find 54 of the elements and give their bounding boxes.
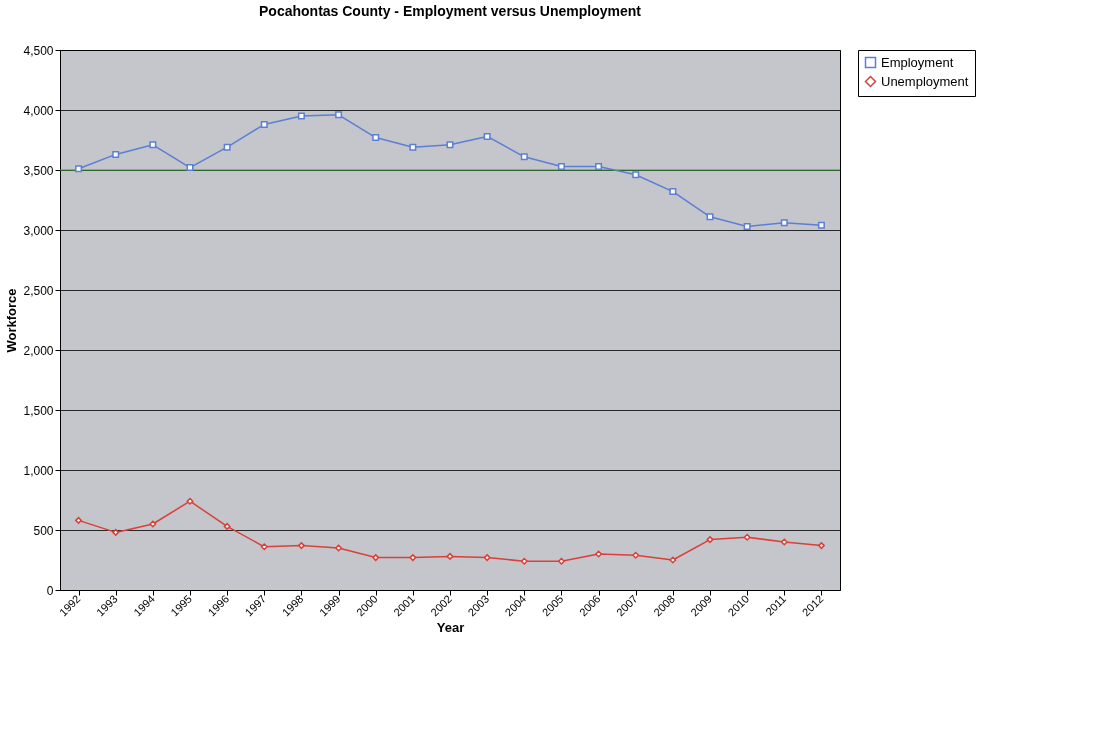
point — [632, 551, 640, 559]
point — [446, 141, 454, 149]
y-tick-label: 0 — [46, 583, 54, 598]
y-tick-label: 4,000 — [23, 103, 54, 118]
legend-label: Employment — [881, 54, 954, 70]
point — [372, 554, 380, 562]
point — [743, 533, 751, 541]
point — [557, 557, 565, 565]
point — [223, 143, 231, 151]
point — [520, 557, 528, 565]
point — [186, 164, 194, 172]
point — [297, 542, 305, 550]
x-axis-title: Year — [436, 620, 465, 636]
point — [706, 213, 714, 221]
point — [260, 120, 268, 128]
point — [743, 222, 751, 230]
point — [335, 544, 343, 552]
y-tick-label: 2,500 — [23, 283, 54, 298]
y-tick-label: 500 — [33, 523, 54, 538]
point — [483, 132, 491, 140]
point — [335, 111, 343, 119]
point — [112, 528, 120, 536]
point — [483, 554, 491, 562]
point — [780, 538, 788, 546]
point — [669, 188, 677, 196]
point — [372, 134, 380, 142]
point — [223, 522, 231, 530]
point — [409, 554, 417, 562]
point — [632, 171, 640, 179]
point — [446, 552, 454, 560]
chart-title: Pocahontas County - Employment versus Unemployment — [259, 3, 642, 19]
y-tick-label: 3,500 — [23, 163, 54, 178]
point — [149, 141, 157, 149]
y-tick-label: 2,000 — [23, 343, 54, 358]
point — [112, 150, 120, 158]
point — [557, 162, 565, 170]
y-axis-title: Workforce — [4, 288, 20, 353]
y-tick-label: 1,000 — [23, 463, 54, 478]
y-tick-label: 3,000 — [23, 223, 54, 238]
y-tick-label: 1,500 — [23, 403, 54, 418]
point — [780, 219, 788, 227]
point — [75, 516, 83, 524]
point — [595, 162, 603, 170]
point — [409, 143, 417, 151]
point — [75, 165, 83, 173]
point — [260, 543, 268, 551]
legend-label: Unemployment — [881, 73, 969, 89]
y-tick-label: 4,500 — [23, 43, 54, 58]
point — [706, 536, 714, 544]
point — [595, 550, 603, 558]
point — [520, 153, 528, 161]
point — [297, 112, 305, 120]
point — [817, 221, 825, 229]
point — [817, 542, 825, 550]
